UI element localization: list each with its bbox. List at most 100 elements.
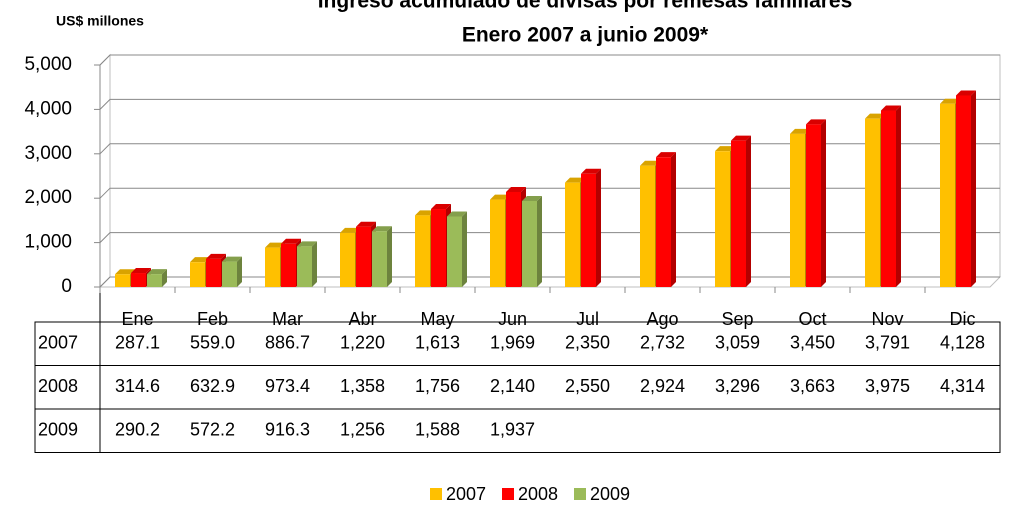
bar <box>281 243 296 287</box>
table-cell: 886.7 <box>265 333 310 353</box>
bar <box>447 216 462 287</box>
bar-top <box>581 168 601 174</box>
table-cell: 916.3 <box>265 420 310 440</box>
bar-top <box>131 268 151 274</box>
bar-top <box>881 105 901 111</box>
grid-line <box>99 143 1000 155</box>
legend-label: 2009 <box>590 484 630 504</box>
table-cell: 1,220 <box>340 333 385 353</box>
bar-side <box>971 90 976 287</box>
bar <box>640 165 655 287</box>
table-cell: 3,059 <box>715 333 760 353</box>
bar <box>297 246 312 287</box>
bar-top <box>715 146 735 152</box>
bar-top <box>806 119 826 125</box>
bar <box>731 140 746 287</box>
bar-side <box>312 241 317 287</box>
bar <box>115 274 130 287</box>
bar-side <box>821 119 826 288</box>
bar <box>490 199 505 287</box>
side-wall <box>99 53 111 289</box>
bar-side <box>746 135 751 287</box>
table-frame <box>34 321 1001 453</box>
y-tick-label: 5,000 <box>24 54 72 75</box>
row-label: 2007 <box>38 333 78 353</box>
bar-top <box>431 204 451 210</box>
x-tick-label: Mar <box>272 309 303 329</box>
bar-side <box>462 211 467 287</box>
bar-top <box>281 238 301 244</box>
bar <box>372 231 387 287</box>
bar-side <box>537 195 542 287</box>
bar-side <box>387 226 392 287</box>
bar-side <box>596 168 601 287</box>
bar <box>656 157 671 287</box>
bar-side <box>896 105 901 287</box>
table-cell: 973.4 <box>265 376 310 396</box>
bar-top <box>956 90 976 96</box>
table-cell: 290.2 <box>115 420 160 440</box>
legend-swatch <box>430 488 442 500</box>
bar-top <box>506 186 526 192</box>
bar <box>881 110 896 287</box>
x-tick-label: Oct <box>798 309 826 329</box>
bar-top <box>940 98 960 104</box>
y-tick-label: 0 <box>61 276 72 297</box>
chart-title: Ingreso acumulado de divisas por remesas… <box>318 0 853 13</box>
bar-top <box>656 152 676 158</box>
bar-top <box>790 128 810 134</box>
bar-top <box>415 210 435 216</box>
grid-line <box>99 187 1000 199</box>
x-tick-label: Sep <box>721 309 753 329</box>
table-cell: 572.2 <box>190 420 235 440</box>
x-tick-label: Dic <box>950 309 976 329</box>
table-cell: 632.9 <box>190 376 235 396</box>
table-cell: 1,969 <box>490 333 535 353</box>
bar <box>415 215 430 287</box>
table-cell: 2,140 <box>490 376 535 396</box>
y-tick-label: 4,000 <box>24 98 72 119</box>
bar-top <box>865 113 885 119</box>
legend-label: 2007 <box>446 484 486 504</box>
x-tick-label: Ene <box>121 309 153 329</box>
table-cell: 4,128 <box>940 333 985 353</box>
bar-top <box>206 253 226 259</box>
table-cell: 3,663 <box>790 376 835 396</box>
x-tick-label: Abr <box>348 309 376 329</box>
y-tick-label: 2,000 <box>24 187 72 208</box>
x-tick-label: Nov <box>871 309 903 329</box>
table-cell: 314.6 <box>115 376 160 396</box>
bar-top <box>115 269 135 275</box>
bar <box>506 191 521 287</box>
x-tick-label: Ago <box>646 309 678 329</box>
y-axis-label: US$ millones <box>56 13 144 29</box>
bar-top <box>356 221 376 227</box>
bar <box>522 200 537 287</box>
table-cell: 2,732 <box>640 333 685 353</box>
y-tick-label: 3,000 <box>24 143 72 164</box>
bar <box>565 182 580 287</box>
x-tick-label: May <box>420 309 454 329</box>
bar <box>790 133 805 287</box>
bar-top <box>297 241 317 247</box>
bar-top <box>222 256 242 262</box>
y-tick-label: 1,000 <box>24 232 72 253</box>
bar <box>431 209 446 287</box>
x-tick-label: Feb <box>197 309 228 329</box>
bar <box>340 232 355 287</box>
bar <box>956 95 971 287</box>
x-tick-label: Jun <box>498 309 527 329</box>
bar <box>940 103 955 287</box>
bar-top <box>447 211 467 217</box>
bar <box>147 274 162 287</box>
bar <box>190 262 205 287</box>
grid-line <box>99 276 1000 288</box>
bar-top <box>490 194 510 200</box>
bar-side <box>162 269 167 287</box>
grid-line <box>99 232 1000 243</box>
bar-top <box>522 195 542 201</box>
bar-top <box>731 135 751 141</box>
bar <box>715 151 730 287</box>
grid-line <box>99 54 1000 66</box>
